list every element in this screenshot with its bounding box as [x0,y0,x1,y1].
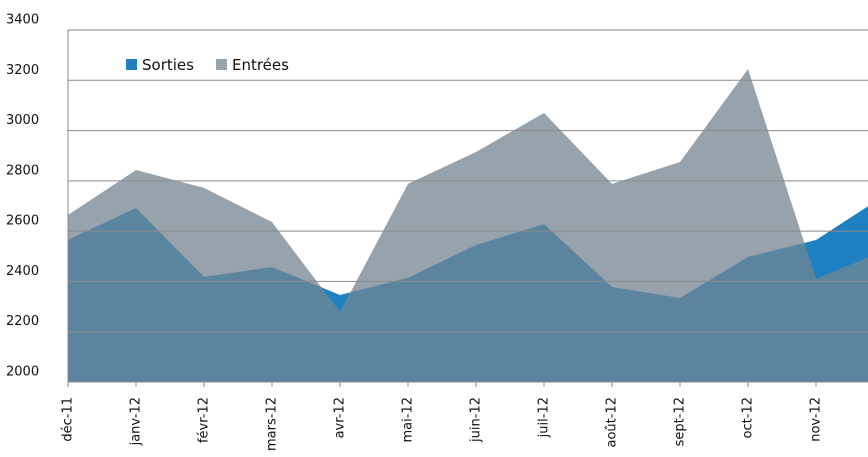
legend-label: Sorties [142,56,194,74]
axes: 2000 2200 2400 2600 2800 3000 3200 3400 déc-11 ja… [6,13,868,451]
legend-label: Entrées [232,56,289,74]
y-tick-label: 2400 [6,264,39,279]
x-tick-label: déc-11 [61,397,76,442]
legend-swatch [215,59,227,70]
y-tick-label: 2600 [6,214,39,229]
x-tick-label: avr-12 [333,397,348,438]
y-tick-label: 2800 [6,163,39,178]
y-tick-label: 2000 [6,365,39,380]
x-tick-label: juin-12 [469,397,484,443]
plot-area [68,68,868,382]
x-tick-label: sept-12 [673,397,688,446]
x-tick-label: juil-12 [537,397,552,438]
y-tick-label: 2200 [6,314,39,329]
y-tick-label: 3400 [6,13,39,28]
y-tick-label: 3000 [6,113,39,128]
x-tick-label: mars-12 [265,397,280,451]
x-tick-label: févr-12 [197,397,212,443]
legend-swatch [126,59,137,70]
x-tick-label: janv-12 [129,397,144,446]
overlap [68,195,868,382]
x-tick-label: nov-12 [809,397,824,442]
x-tick-label: oct-12 [741,397,756,438]
x-tick-label: août-12 [605,397,620,448]
y-tick-label: 3200 [6,63,39,78]
x-tick-label: mai-12 [401,397,416,442]
